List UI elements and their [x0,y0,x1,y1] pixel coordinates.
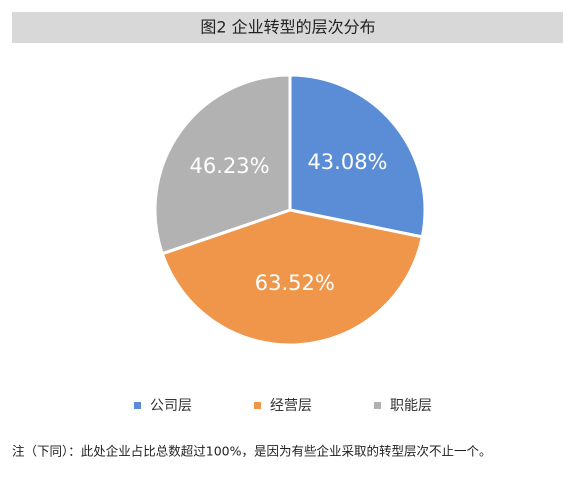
chart-title: 图2 企业转型的层次分布 [200,18,375,37]
legend-label: 职能层 [390,398,432,414]
legend-swatch [134,402,141,409]
data-label: 63.52% [255,271,335,295]
data-label: 46.23% [190,154,270,178]
title-bar [12,12,563,43]
legend-swatch [374,402,381,409]
legend-swatch [254,402,261,409]
data-label: 43.08% [307,150,387,174]
pie-slice [288,73,427,239]
note: 注（下同）：此处企业占比总数超过100%，是因为有些企业采取的转型层次不止一个。 [12,444,492,459]
pie-slice [160,208,425,347]
legend-label: 经营层 [270,398,312,414]
legend-label: 公司层 [150,398,192,414]
pie-slice [153,73,292,256]
